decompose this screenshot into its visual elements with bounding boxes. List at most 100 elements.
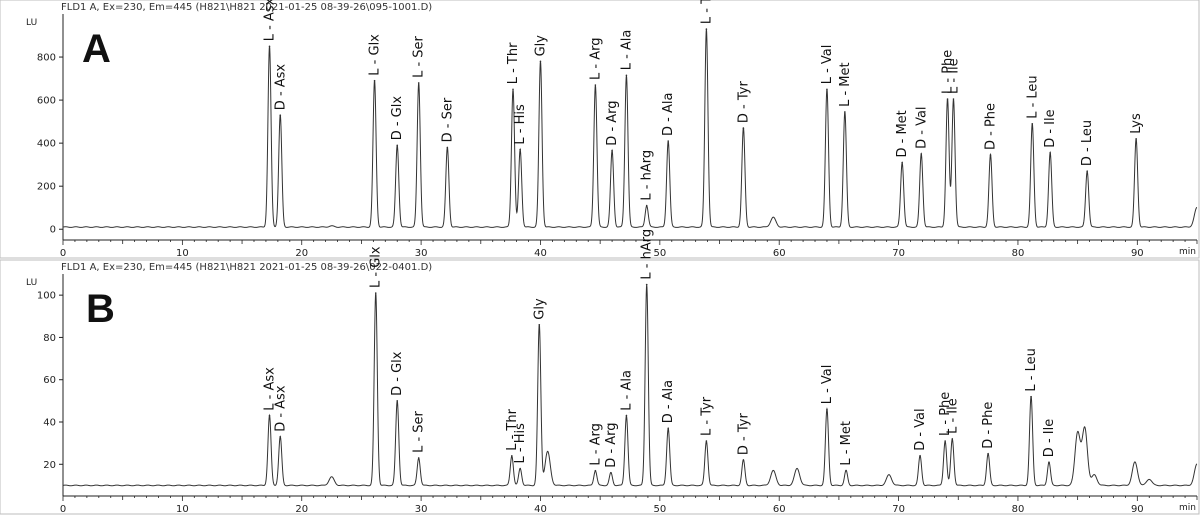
- peak-apex: [396, 144, 399, 147]
- x-tick-label: 40: [534, 248, 547, 259]
- peak-label: D - Val: [914, 106, 929, 148]
- peak-apex: [919, 455, 921, 457]
- peak-apex: [667, 427, 669, 430]
- peak-label: L - Phe: [941, 50, 956, 94]
- peak-apex: [667, 140, 669, 142]
- peak-apex: [826, 88, 828, 91]
- x-tick-label: 20: [295, 248, 308, 259]
- peak-label: L - Leu: [1024, 348, 1039, 391]
- peak-apex: [611, 149, 613, 152]
- panel-letter: B: [86, 287, 115, 331]
- peak-label: D - Ala: [661, 380, 676, 423]
- peak-label: D - Ile: [1043, 109, 1058, 147]
- x-tick-label: 50: [653, 504, 666, 515]
- x-tick-label: 10: [176, 248, 189, 259]
- peak-apex: [625, 74, 628, 77]
- x-unit-label: min: [1179, 503, 1196, 513]
- peak-label: L - Leu: [1025, 75, 1040, 118]
- chromatogram-panel-a: FLD1 A, Ex=230, Em=445 (H821\H821 2021-0…: [0, 0, 1200, 259]
- peak-apex: [519, 148, 521, 151]
- peak-apex: [952, 98, 955, 100]
- peak-label: L - His: [513, 423, 528, 464]
- peak-apex: [1030, 395, 1032, 398]
- panel-header: FLD1 A, Ex=230, Em=445 (H821\H821 2021-0…: [61, 2, 432, 13]
- chromatogram-trace: [62, 284, 1198, 487]
- x-tick-label: 90: [1131, 504, 1144, 515]
- x-tick-label: 50: [653, 248, 666, 259]
- peak-label: L - Glx: [368, 34, 383, 76]
- y-unit-label: LU: [26, 278, 37, 288]
- peak-apex: [538, 323, 541, 326]
- peak-apex: [951, 438, 954, 440]
- peak-label: L - Thr: [506, 42, 521, 84]
- peak-label: D - Arg: [605, 100, 620, 145]
- peak-label: L - Arg: [588, 423, 603, 465]
- peak-apex: [268, 45, 271, 48]
- y-tick-label: 600: [37, 96, 56, 107]
- x-tick-label: 90: [1131, 248, 1144, 259]
- peak-label: D - Phe: [984, 103, 999, 150]
- chromatogram-trace: [62, 29, 1198, 228]
- peak-label: Lys: [1129, 113, 1144, 134]
- y-tick-label: 80: [43, 333, 56, 344]
- peak-label: L - Asx: [263, 0, 278, 41]
- x-tick-label: 10: [176, 504, 189, 515]
- peak-apex: [446, 146, 449, 149]
- peak-apex: [539, 60, 542, 63]
- peak-apex: [1135, 138, 1137, 140]
- peak-label: L - Phe: [938, 392, 953, 436]
- peak-apex: [511, 455, 513, 457]
- panel-frame: [0, 0, 1200, 259]
- peak-apex: [944, 440, 946, 442]
- y-tick-label: 40: [43, 418, 56, 429]
- peak-label: L - Tyr: [699, 396, 714, 436]
- x-tick-label: 70: [892, 248, 905, 259]
- peak-apex: [705, 440, 708, 442]
- peak-label: D - Arg: [604, 422, 619, 467]
- peak-apex: [594, 84, 597, 86]
- x-tick-label: 80: [1012, 248, 1025, 259]
- peak-label: D - Ser: [440, 97, 455, 142]
- peak-label: D - Leu: [1080, 120, 1095, 166]
- peak-apex: [705, 28, 708, 30]
- peak-apex: [417, 457, 420, 459]
- peak-apex: [826, 408, 828, 411]
- peak-apex: [268, 414, 271, 417]
- y-tick-label: 100: [37, 291, 56, 302]
- peak-apex: [645, 204, 648, 207]
- peak-apex: [512, 88, 514, 91]
- peak-apex: [987, 452, 989, 455]
- y-tick-label: 200: [37, 182, 56, 193]
- x-tick-label: 40: [534, 504, 547, 515]
- peak-label: D - Tyr: [736, 413, 751, 456]
- peak-label: D - Glx: [390, 351, 405, 396]
- y-unit-label: LU: [26, 18, 37, 28]
- peak-label: D - Met: [895, 110, 910, 157]
- peak-apex: [1049, 152, 1051, 154]
- peak-label: D - Ala: [661, 93, 676, 136]
- x-tick-label: 30: [415, 504, 428, 515]
- peak-label: L - Val: [820, 45, 835, 85]
- peak-apex: [417, 82, 420, 84]
- chromatogram-panel-b: FLD1 A, Ex=230, Em=445 (H821\H821 2021-0…: [0, 229, 1200, 515]
- peak-apex: [279, 114, 282, 116]
- x-tick-label: 80: [1012, 504, 1025, 515]
- peak-label: L - Tyr: [699, 0, 714, 24]
- peak-label: L - Ile: [945, 398, 960, 434]
- peak-apex: [1031, 122, 1034, 125]
- y-tick-label: 0: [50, 225, 56, 236]
- peak-apex: [844, 111, 846, 113]
- peak-apex: [920, 153, 923, 155]
- peak-apex: [625, 414, 628, 417]
- y-tick-label: 800: [37, 53, 56, 64]
- peak-apex: [610, 471, 612, 474]
- y-tick-label: 400: [37, 139, 56, 150]
- x-tick-label: 70: [892, 504, 905, 515]
- peak-label: D - Phe: [981, 402, 996, 449]
- peak-label: L - Met: [838, 62, 853, 107]
- x-tick-label: 0: [60, 504, 66, 515]
- peak-apex: [946, 98, 949, 100]
- peak-label: Gly: [534, 35, 549, 57]
- peak-apex: [279, 436, 282, 438]
- peak-apex: [396, 400, 399, 402]
